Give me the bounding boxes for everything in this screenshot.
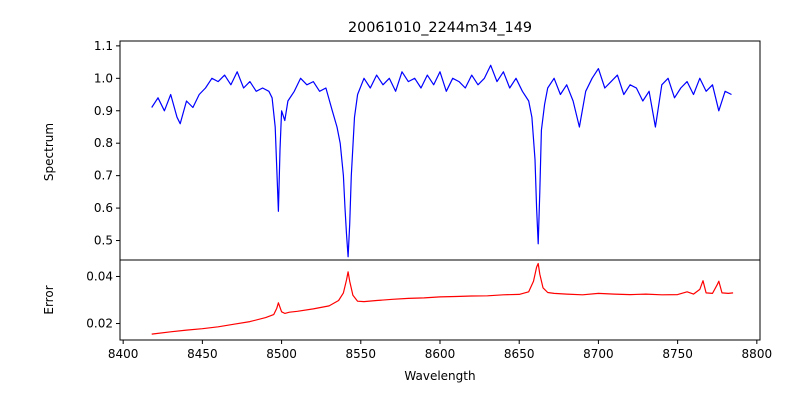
x-tick-label: 8750 bbox=[662, 347, 693, 361]
error-series-line-0 bbox=[151, 262, 734, 335]
x-tick-label: 8700 bbox=[583, 347, 614, 361]
x-tick-label: 8650 bbox=[504, 347, 535, 361]
error-line-layer bbox=[151, 262, 734, 335]
spectrum-series-line-0 bbox=[151, 64, 732, 258]
x-tick-label: 8500 bbox=[266, 347, 297, 361]
error-y-tick-label: 0.02 bbox=[86, 317, 113, 331]
error-y-axis-label: Error bbox=[42, 285, 56, 314]
chart-title: 20061010_2244m34_149 bbox=[348, 20, 532, 36]
x-tick-label: 8450 bbox=[187, 347, 218, 361]
spectrum-y-tick-label: 0.5 bbox=[94, 234, 113, 248]
x-tick-label: 8400 bbox=[108, 347, 139, 361]
spectrum-y-tick-label: 0.8 bbox=[94, 136, 113, 150]
spectrum-line-layer bbox=[151, 64, 732, 258]
x-tick-label: 8550 bbox=[346, 347, 377, 361]
spectrum-y-axis-label: Spectrum bbox=[42, 123, 56, 181]
spectrum-y-tick-label: 1.1 bbox=[94, 39, 113, 53]
x-tick-label: 8800 bbox=[742, 347, 773, 361]
x-tick-label: 8600 bbox=[425, 347, 456, 361]
x-axis-label: Wavelength bbox=[404, 369, 475, 383]
spectrum-y-ticks: 0.5 0.6 0.7 0.8 0.9 1.0 1.1 bbox=[94, 39, 120, 248]
error-y-ticks: 0.02 0.04 bbox=[86, 269, 120, 331]
spectrum-y-tick-label: 1.0 bbox=[94, 71, 113, 85]
spectrum-y-tick-label: 0.7 bbox=[94, 169, 113, 183]
error-panel: 0.02 0.04 8400 8450 8500 8550 8600 8650 8700 875… bbox=[42, 259, 772, 383]
spectrum-y-tick-label: 0.9 bbox=[94, 104, 113, 118]
error-x-ticks: 8400 8450 8500 8550 8600 8650 8700 8750 8800 bbox=[108, 340, 772, 361]
error-y-tick-label: 0.04 bbox=[86, 269, 113, 283]
spectrum-y-tick-label: 0.6 bbox=[94, 201, 113, 215]
